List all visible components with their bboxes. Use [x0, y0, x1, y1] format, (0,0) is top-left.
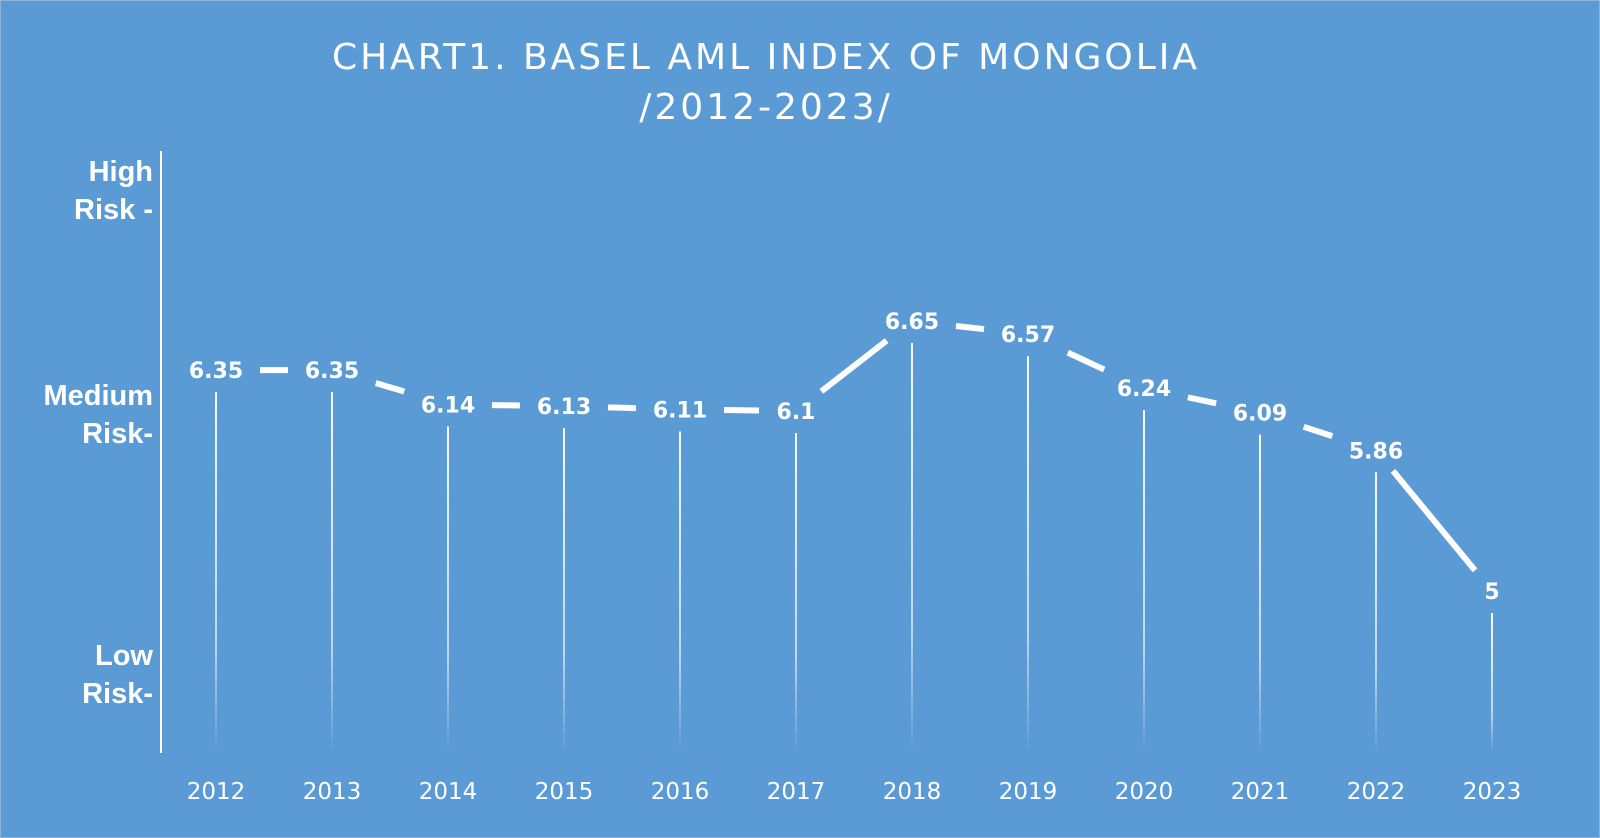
drop-line-2019: [1027, 356, 1029, 753]
line-segment-2021-2022: [1302, 423, 1334, 439]
x-tick-2013: 2013: [303, 779, 362, 805]
y-label-low-line1: Low: [95, 640, 153, 672]
y-label-low-risk: Low Risk-: [3, 637, 153, 713]
drop-line-2020: [1143, 410, 1145, 753]
data-label-2017: 6.1: [777, 400, 816, 425]
x-tick-2023: 2023: [1463, 779, 1522, 805]
x-tick-2012: 2012: [187, 779, 246, 805]
drop-line-2012: [215, 392, 217, 753]
x-tick-2021: 2021: [1231, 779, 1290, 805]
x-tick-2017: 2017: [767, 779, 826, 805]
x-tick-2019: 2019: [999, 779, 1058, 805]
chart-subtitle: /2012-2023/: [639, 87, 893, 128]
drop-line-2013: [331, 392, 333, 753]
line-segment-2020-2021: [1187, 394, 1217, 407]
drop-line-2017: [795, 433, 797, 753]
data-label-2016: 6.11: [653, 398, 707, 423]
y-label-high-risk: High Risk -: [3, 153, 153, 229]
data-label-2023: 5: [1484, 580, 1499, 605]
y-label-medium-line2: Risk-: [82, 418, 153, 450]
line-segment-2018-2019: [955, 322, 985, 333]
x-tick-2022: 2022: [1347, 779, 1406, 805]
line-segment-2013-2014: [374, 380, 406, 395]
x-tick-2018: 2018: [883, 779, 942, 805]
data-label-2020: 6.24: [1117, 377, 1171, 402]
x-tick-2015: 2015: [535, 779, 594, 805]
y-label-medium-line1: Medium: [43, 380, 153, 412]
y-label-high-line2: Risk -: [74, 194, 153, 226]
series-line: [260, 322, 1478, 573]
drop-line-2021: [1259, 434, 1261, 753]
drop-line-2018: [911, 343, 913, 753]
x-axis-tick-labels: 2012 2013 2014 2015 2016 2017 2018 2019 2020 2021…: [187, 779, 1522, 805]
drop-line-2023: [1491, 613, 1493, 753]
drop-line-2016: [679, 431, 681, 753]
drop-lines: [215, 343, 1493, 753]
chart-title-line1: CHART1. BASEL AML INDEX OF MONGOLIA: [331, 37, 1201, 78]
y-label-medium-risk: Medium Risk-: [3, 377, 153, 453]
data-label-2022: 5.86: [1349, 439, 1403, 464]
drop-line-2014: [447, 426, 449, 753]
x-tick-2020: 2020: [1115, 779, 1174, 805]
chart-title: CHART1. BASEL AML INDEX OF MONGOLIA /201…: [1, 33, 1531, 133]
data-label-2013: 6.35: [305, 359, 359, 384]
line-segment-2022-2023: [1390, 468, 1478, 573]
data-label-2015: 6.13: [537, 395, 591, 420]
y-label-high-line1: High: [88, 156, 153, 188]
drop-line-2015: [563, 428, 565, 753]
data-label-2019: 6.57: [1001, 323, 1055, 348]
line-segment-2019-2020: [1066, 349, 1106, 373]
data-label-2014: 6.14: [421, 393, 475, 418]
drop-line-2022: [1375, 472, 1377, 753]
data-label-2012: 6.35: [189, 359, 243, 384]
x-tick-2016: 2016: [651, 779, 710, 805]
x-tick-2014: 2014: [419, 779, 478, 805]
data-label-2018: 6.65: [885, 310, 939, 335]
line-segment-2015-2016: [607, 404, 637, 412]
y-label-low-line2: Risk-: [82, 678, 153, 710]
data-label-2021: 6.09: [1233, 402, 1287, 427]
value-labels: 6.35 6.35 6.14 6.13 6.11 6.1 6.65 6.57 6.24 6.09 5…: [189, 310, 1500, 605]
line-segment-2017-2018: [819, 338, 889, 394]
